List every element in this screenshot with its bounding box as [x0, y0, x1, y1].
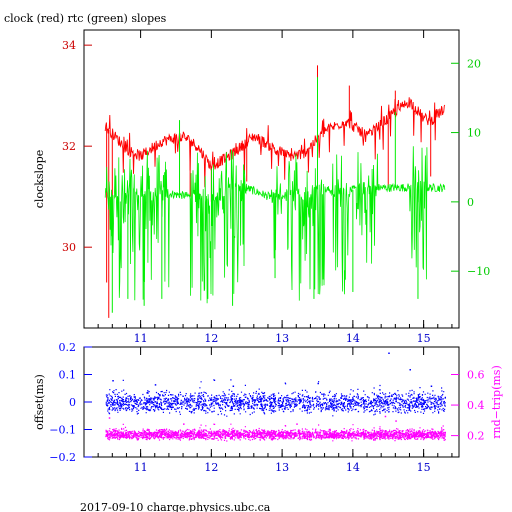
- bottom-x-tick-label: 12: [204, 461, 218, 474]
- top-x-tick-label: 12: [204, 332, 218, 345]
- offset-points: [105, 379, 446, 417]
- bottom-x-tick-label: 15: [417, 461, 431, 474]
- clock-line: [104, 97, 446, 188]
- offset-points-outlier: [112, 380, 114, 382]
- offset-series: [105, 352, 446, 417]
- bottom-x-tick-label: 13: [275, 461, 289, 474]
- top-y-left-tick-label: 32: [62, 140, 76, 153]
- roundtrip-points-outlier: [108, 417, 111, 419]
- bottom-y2-axis-label: rnd−trip(ms): [490, 365, 503, 439]
- roundtrip-points-outlier: [384, 415, 387, 418]
- roundtrip-points-outlier: [395, 420, 397, 422]
- top-y-left-tick-label: 30: [62, 241, 76, 254]
- bottom-y-right-tick-label: 0.4: [467, 399, 485, 412]
- bottom-y-left-tick-label: 0.2: [59, 341, 77, 354]
- bottom-axes: 11 12 13 14 15 −0.2 −0.1 0 0.1 0.2 0.2 0.4 0.6: [49, 341, 484, 474]
- top-y-axis-label: clockslope: [33, 150, 46, 208]
- roundtrip-points-outlier: [183, 423, 185, 425]
- top-x-tick-label: 14: [346, 332, 360, 345]
- roundtrip-points: [105, 423, 447, 442]
- bottom-y-left-tick-label: −0.2: [49, 451, 76, 464]
- bottom-y-right-tick-label: 0.2: [467, 430, 485, 443]
- bottom-panel: 11 12 13 14 15 −0.2 −0.1 0 0.1 0.2 0.2 0.4 0.6 offse…: [33, 341, 503, 474]
- offset-points-outlier: [388, 352, 390, 354]
- top-y-right-tick-label: 0: [467, 196, 474, 209]
- top-x-tick-label: 15: [417, 332, 431, 345]
- bottom-x-tick-label: 11: [134, 461, 148, 474]
- bottom-y-left-tick-label: −0.1: [49, 424, 76, 437]
- offset-points-outlier: [154, 384, 157, 386]
- bottom-y-axis-label: offset(ms): [33, 374, 46, 430]
- clock-series: [104, 65, 446, 318]
- top-x-tick-label: 11: [134, 332, 148, 345]
- roundtrip-points-outlier: [296, 423, 298, 425]
- top-axes: 11 12 13 14 15 30 32 34 −10 0 10 20: [62, 30, 490, 345]
- bottom-x-tick-label: 14: [346, 461, 360, 474]
- top-y-right-tick-label: −10: [467, 265, 490, 278]
- top-plot-frame: [83, 29, 460, 329]
- top-panel: 11 12 13 14 15 30 32 34 −10 0 10 20 clockslope: [33, 29, 490, 345]
- top-y-right-tick-label: 20: [467, 57, 481, 70]
- bottom-y-right-tick-label: 0.6: [467, 369, 485, 382]
- top-y-left-tick-label: 34: [62, 39, 76, 52]
- bottom-y-left-tick-label: 0.1: [59, 369, 77, 382]
- offset-points-outlier: [430, 385, 433, 387]
- footer-text: 2017-09-10 charge.physics.ubc.ca: [80, 501, 271, 512]
- offset-points-outlier: [232, 385, 235, 387]
- top-chart-title: clock (red) rtc (green) slopes: [4, 12, 167, 25]
- offset-points-outlier: [409, 369, 411, 371]
- top-x-tick-label: 13: [275, 332, 289, 345]
- roundtrip-series: [105, 415, 447, 442]
- rtc-series: [104, 77, 446, 313]
- offset-points-outlier: [317, 382, 319, 385]
- top-y-right-tick-label: 10: [467, 127, 481, 140]
- bottom-y-left-tick-label: 0: [69, 396, 76, 409]
